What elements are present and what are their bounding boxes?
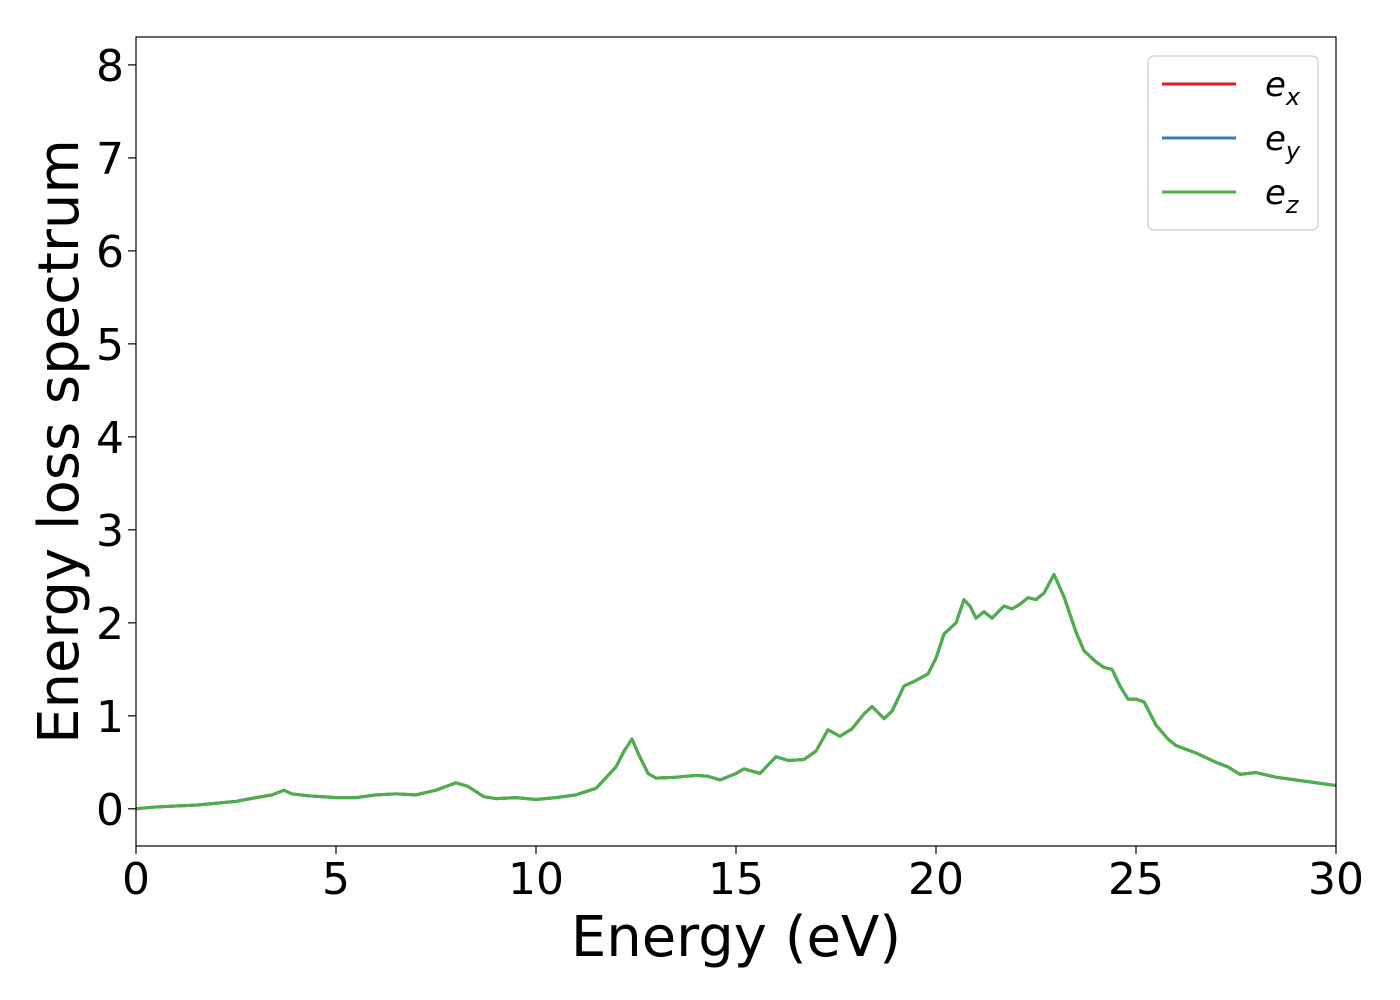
legend-label-y: ey [1265, 119, 1301, 165]
legend-box [1147, 55, 1319, 231]
legend-label-subscript: y [1285, 137, 1301, 165]
x-tick-label-4: 20 [908, 854, 964, 905]
y-axis-ticks: 0 1 2 3 4 5 6 7 8 [96, 41, 136, 836]
legend-label-base: e [1265, 65, 1286, 105]
x-tick-label-0: 0 [122, 854, 150, 905]
y-tick-label-8: 8 [96, 41, 124, 92]
x-tick-label-5: 25 [1108, 854, 1164, 905]
y-tick-label-7: 7 [96, 134, 124, 185]
y-tick-label-1: 1 [96, 692, 124, 743]
x-axis-ticks: 0 5 10 15 20 25 30 [122, 846, 1364, 905]
series-layer [135, 572, 1337, 811]
y-tick-label-4: 4 [96, 413, 124, 464]
legend-label-base: e [1265, 173, 1286, 213]
legend-label-x: ex [1265, 65, 1301, 111]
x-tick-label-3: 15 [708, 854, 764, 905]
y-tick-label-3: 3 [96, 506, 124, 557]
x-tick-label-2: 10 [508, 854, 564, 905]
x-tick-label-6: 30 [1308, 854, 1364, 905]
y-tick-label-2: 2 [96, 599, 124, 650]
legend-label-z: ez [1265, 173, 1300, 219]
x-axis-title: Energy (eV) [571, 905, 901, 970]
y-tick-label-5: 5 [96, 320, 124, 371]
series-line-z [135, 572, 1337, 811]
y-tick-label-6: 6 [96, 227, 124, 278]
legend-label-subscript: z [1285, 191, 1300, 219]
y-axis-title: Energy loss spectrum [27, 139, 92, 744]
x-tick-label-1: 5 [322, 854, 350, 905]
y-tick-label-0: 0 [96, 785, 124, 836]
legend-label-subscript: x [1285, 83, 1301, 111]
legend-label-base: e [1265, 119, 1286, 159]
